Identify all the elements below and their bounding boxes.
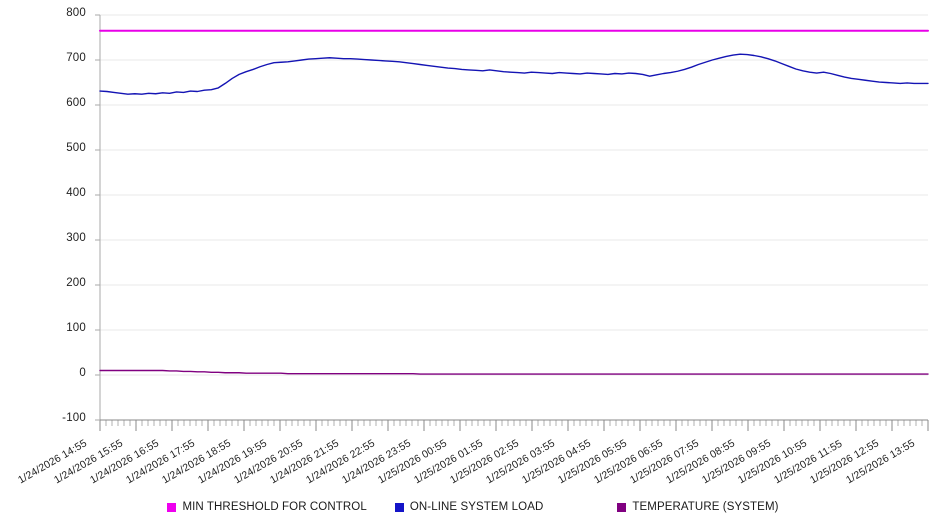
y-axis-tick-label: 100: [66, 322, 86, 334]
legend-label: MIN THRESHOLD FOR CONTROL: [182, 501, 367, 513]
y-axis-tick-label: 0: [79, 367, 86, 379]
y-axis-tick-label: 300: [66, 232, 86, 244]
legend-label: TEMPERATURE (SYSTEM): [632, 501, 779, 513]
legend-color-swatch: [167, 502, 177, 512]
series-line: [99, 53, 929, 95]
x-axis-minor-ticks: [99, 420, 929, 426]
legend-item[interactable]: ON-LINE SYSTEM LOAD: [394, 501, 544, 513]
y-axis-tick-label: 200: [66, 277, 86, 289]
legend-item[interactable]: TEMPERATURE (SYSTEM): [617, 501, 778, 513]
x-axis-major-ticks: [99, 420, 929, 431]
y-axis-tick-label: 400: [66, 187, 86, 199]
y-axis-tick-label: -100: [62, 412, 86, 424]
series-line: [99, 369, 929, 375]
y-axis-ticks: [95, 14, 100, 421]
data-series-group: [99, 29, 929, 375]
y-axis-tick-label: 600: [66, 97, 86, 109]
chart-legend: MIN THRESHOLD FOR CONTROL ON-LINE SYSTEM …: [0, 496, 946, 518]
legend-color-swatch: [617, 502, 627, 512]
gridlines: [100, 14, 928, 421]
y-axis-tick-label: 500: [66, 142, 86, 154]
legend-label: ON-LINE SYSTEM LOAD: [409, 501, 544, 513]
y-axis-tick-label: 800: [66, 7, 86, 19]
legend-item[interactable]: MIN THRESHOLD FOR CONTROL: [167, 501, 367, 513]
legend-color-swatch: [394, 502, 404, 512]
y-axis-tick-label: 700: [66, 52, 86, 64]
